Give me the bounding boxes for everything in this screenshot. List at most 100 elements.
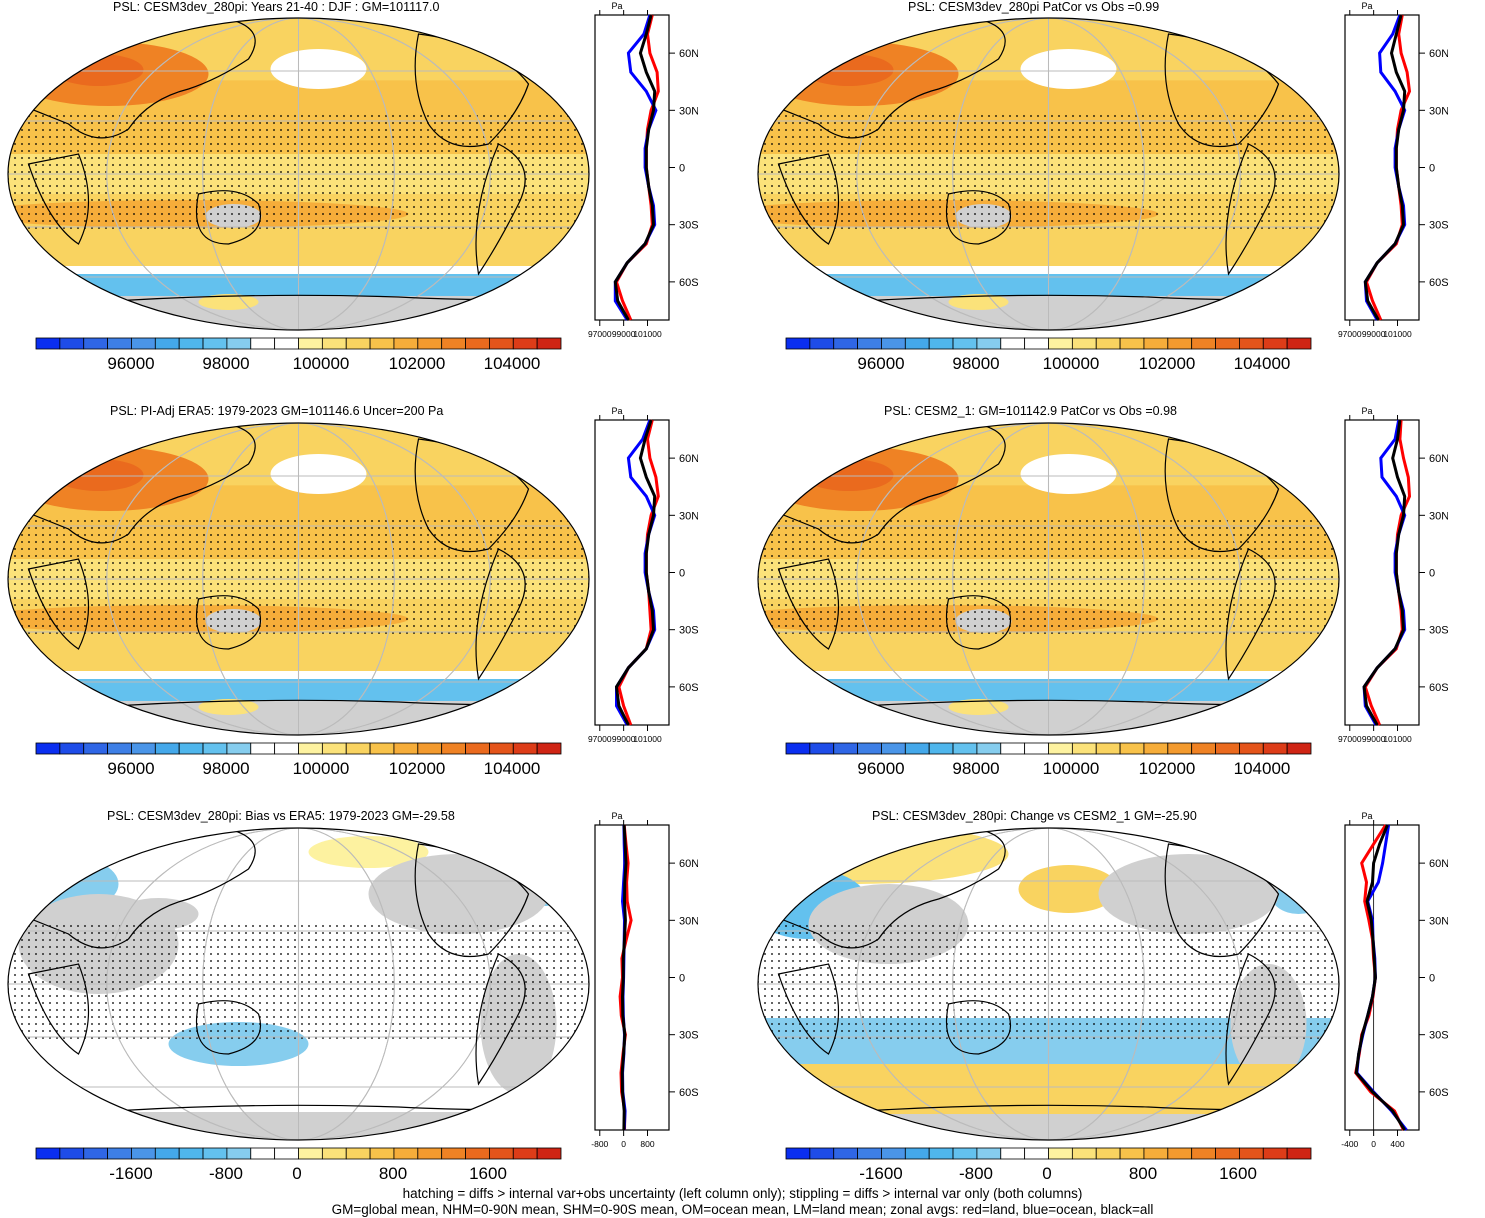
colorbar-swatch xyxy=(489,742,514,755)
colorbar-swatch xyxy=(1048,742,1073,755)
colorbar-swatch xyxy=(274,337,299,350)
colorbar-swatch xyxy=(1262,742,1288,755)
profile-lat-label: 30N xyxy=(1429,510,1448,522)
colorbar-swatch xyxy=(298,1147,323,1160)
colorbar-swatch xyxy=(345,337,371,350)
colorbar-swatch xyxy=(250,1147,276,1160)
colorbar-2 xyxy=(785,337,1312,355)
colorbar-swatch xyxy=(83,742,108,755)
colorbar-swatch xyxy=(1191,1147,1216,1160)
profile-x-tick: 0 xyxy=(621,1139,626,1149)
colorbar-swatch xyxy=(1119,337,1145,350)
profile-x-tick: 99000 xyxy=(612,329,636,339)
cbar-label: 0 xyxy=(1042,1164,1052,1183)
colorbar-swatch xyxy=(226,742,252,755)
cbar-label: 102000 xyxy=(1138,759,1196,778)
colorbar-swatch xyxy=(1239,337,1264,350)
profile-line-land xyxy=(614,14,660,321)
profile-line-all xyxy=(1363,14,1407,321)
colorbar-swatch xyxy=(441,1147,466,1160)
colorbar-swatch xyxy=(1071,1147,1097,1160)
colorbar-swatch xyxy=(274,1147,299,1160)
colorbar-swatch xyxy=(417,742,443,755)
profile-lat-label: 30N xyxy=(1429,105,1448,117)
colorbar-swatch xyxy=(202,1147,228,1160)
colorbar-swatch xyxy=(250,742,276,755)
colorbar-swatch xyxy=(1286,337,1312,350)
colorbar-swatch xyxy=(928,337,954,350)
colorbar-swatch xyxy=(1071,337,1097,350)
colorbar-swatch xyxy=(1024,742,1049,755)
colorbar-swatch xyxy=(131,1147,156,1160)
profile-line-land xyxy=(1364,14,1412,321)
map-panel-4 xyxy=(756,421,1341,737)
map-panel-5 xyxy=(6,826,591,1142)
colorbar-swatch xyxy=(393,1147,419,1160)
panel-title-6: PSL: CESM3dev_280pi: Change vs CESM2_1 G… xyxy=(872,809,1197,823)
colorbar-swatch xyxy=(465,337,490,350)
colorbar-swatch xyxy=(35,742,61,755)
colorbar-swatch xyxy=(512,742,538,755)
colorbar-swatch xyxy=(1095,1147,1121,1160)
panel-title-2: PSL: CESM3dev_280pi PatCor vs Obs =0.99 xyxy=(908,0,1160,14)
panel-title-5: PSL: CESM3dev_280pi: Bias vs ERA5: 1979-… xyxy=(107,809,455,823)
colorbar-swatch xyxy=(536,1147,562,1160)
colorbar-swatch xyxy=(345,742,371,755)
colorbar-swatch xyxy=(1286,1147,1312,1160)
cbar-label: 100000 xyxy=(1042,354,1100,373)
colorbar-1 xyxy=(35,337,562,355)
profile-line-all xyxy=(1362,419,1407,726)
colorbar-swatch xyxy=(1167,742,1193,755)
cbar-label: 98000 xyxy=(952,759,1000,778)
colorbar-swatch xyxy=(465,1147,490,1160)
profile-x-tick: -800 xyxy=(591,1139,608,1149)
profile-line-all xyxy=(1354,824,1406,1131)
colorbar-swatch xyxy=(107,1147,132,1160)
colorbar-swatch xyxy=(1095,742,1121,755)
colorbar-swatch xyxy=(857,337,882,350)
profile-lat-label: 0 xyxy=(679,973,685,985)
colorbar-swatch xyxy=(833,337,858,350)
colorbar-swatch xyxy=(785,742,811,755)
colorbar-swatch xyxy=(833,1147,858,1160)
colorbar-swatch xyxy=(441,337,466,350)
profile-lat-label: 0 xyxy=(679,568,685,580)
profile-lat-label: 30S xyxy=(679,220,698,232)
profile-lat-label: 60S xyxy=(679,682,698,694)
profile-lat-label: 30S xyxy=(679,625,698,637)
colorbar-swatch xyxy=(83,1147,108,1160)
map-panel-1 xyxy=(6,16,591,332)
profile-x-tick: 99000 xyxy=(1362,734,1386,744)
colorbar-swatch xyxy=(1119,1147,1145,1160)
cbar-label: 102000 xyxy=(1138,354,1196,373)
colorbar-swatch xyxy=(1239,1147,1264,1160)
panel-title-4: PSL: CESM2_1: GM=101142.9 PatCor vs Obs … xyxy=(884,404,1177,418)
colorbar-swatch xyxy=(35,337,61,350)
colorbar-5 xyxy=(35,1147,562,1165)
profile-lat-label: 0 xyxy=(1429,568,1435,580)
cbar-label: 98000 xyxy=(952,354,1000,373)
colorbar-swatch xyxy=(1215,337,1240,350)
colorbar-swatch xyxy=(393,337,419,350)
cbar-label: 96000 xyxy=(857,759,905,778)
profile-unit-label: Pa xyxy=(1361,406,1372,416)
colorbar-swatch xyxy=(928,742,954,755)
profile-lat-label: 30S xyxy=(1429,1030,1448,1042)
profile-lat-label: 60N xyxy=(1429,453,1448,465)
colorbar-swatch xyxy=(785,1147,811,1160)
colorbar-swatch xyxy=(131,742,156,755)
profile-x-tick: 101000 xyxy=(633,329,662,339)
colorbar-swatch xyxy=(1000,742,1026,755)
colorbar-swatch xyxy=(904,742,930,755)
cbar-label: -800 xyxy=(958,1164,994,1183)
cbar-label: -1600 xyxy=(109,1164,153,1183)
profile-x-tick: 0 xyxy=(1371,1139,1376,1149)
profile-lat-label: 60S xyxy=(679,277,698,289)
colorbar-swatch xyxy=(154,742,180,755)
cbar-label: 0 xyxy=(292,1164,302,1183)
colorbar-swatch xyxy=(369,742,395,755)
map-panel-6 xyxy=(756,826,1341,1142)
cbar-label: 96000 xyxy=(107,759,155,778)
cbar-label: 96000 xyxy=(107,354,155,373)
colorbar-swatch xyxy=(1167,1147,1193,1160)
